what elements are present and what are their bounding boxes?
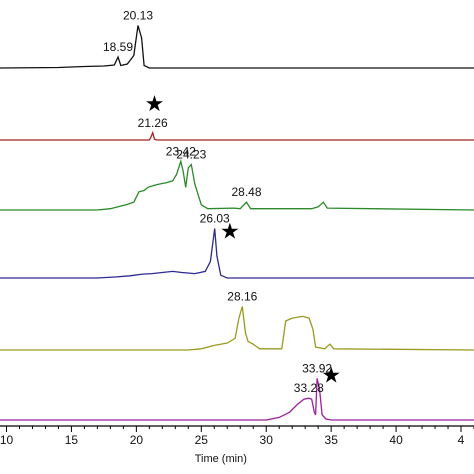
trace-5: 28.16 [0, 290, 474, 351]
trace-line [0, 378, 474, 421]
trace-4: 26.03★ [0, 212, 474, 279]
trace-line [0, 25, 474, 69]
x-tick-label: 4 [458, 433, 465, 447]
x-tick-label: 10 [0, 433, 13, 447]
star-marker-icon: ★ [321, 364, 341, 389]
x-ticks: 10 15 20 25 30 35 40 4 [0, 426, 474, 447]
x-tick-label: 40 [389, 433, 403, 447]
peak-label: 33.28 [294, 381, 324, 395]
trace-1: 18.59 20.13 [0, 9, 474, 69]
trace-line [0, 130, 474, 141]
chromatogram-traces: 18.5920.1321.26★23.4224.2328.4826.03★28.… [0, 9, 474, 421]
peak-label: 21.26 [138, 116, 168, 130]
trace-line [0, 306, 474, 351]
x-axis: 10 15 20 25 30 35 40 4 Time (min) [0, 425, 474, 465]
peak-label: 26.03 [200, 212, 230, 226]
x-tick-label: 15 [65, 433, 79, 447]
star-marker-icon: ★ [145, 92, 165, 117]
x-tick-label: 25 [195, 433, 209, 447]
x-tick-label: 30 [260, 433, 274, 447]
peak-label: 20.13 [123, 9, 153, 23]
star-marker-icon: ★ [220, 219, 240, 244]
peak-label: 33.92 [302, 361, 332, 375]
trace-2: 21.26★ [0, 92, 474, 141]
peak-label: 28.48 [231, 185, 261, 199]
x-axis-title: Time (min) [195, 453, 247, 465]
x-tick-label: 35 [325, 433, 339, 447]
peak-label: 23.42 [166, 144, 196, 158]
trace-line [0, 228, 474, 279]
trace-line [0, 158, 474, 211]
peak-label: 24.23 [176, 148, 206, 162]
x-tick-label: 20 [130, 433, 144, 447]
peak-label: 18.59 [103, 40, 133, 54]
trace-6: 33.28 33.92★ [0, 361, 474, 421]
peak-label: 28.16 [227, 290, 257, 304]
